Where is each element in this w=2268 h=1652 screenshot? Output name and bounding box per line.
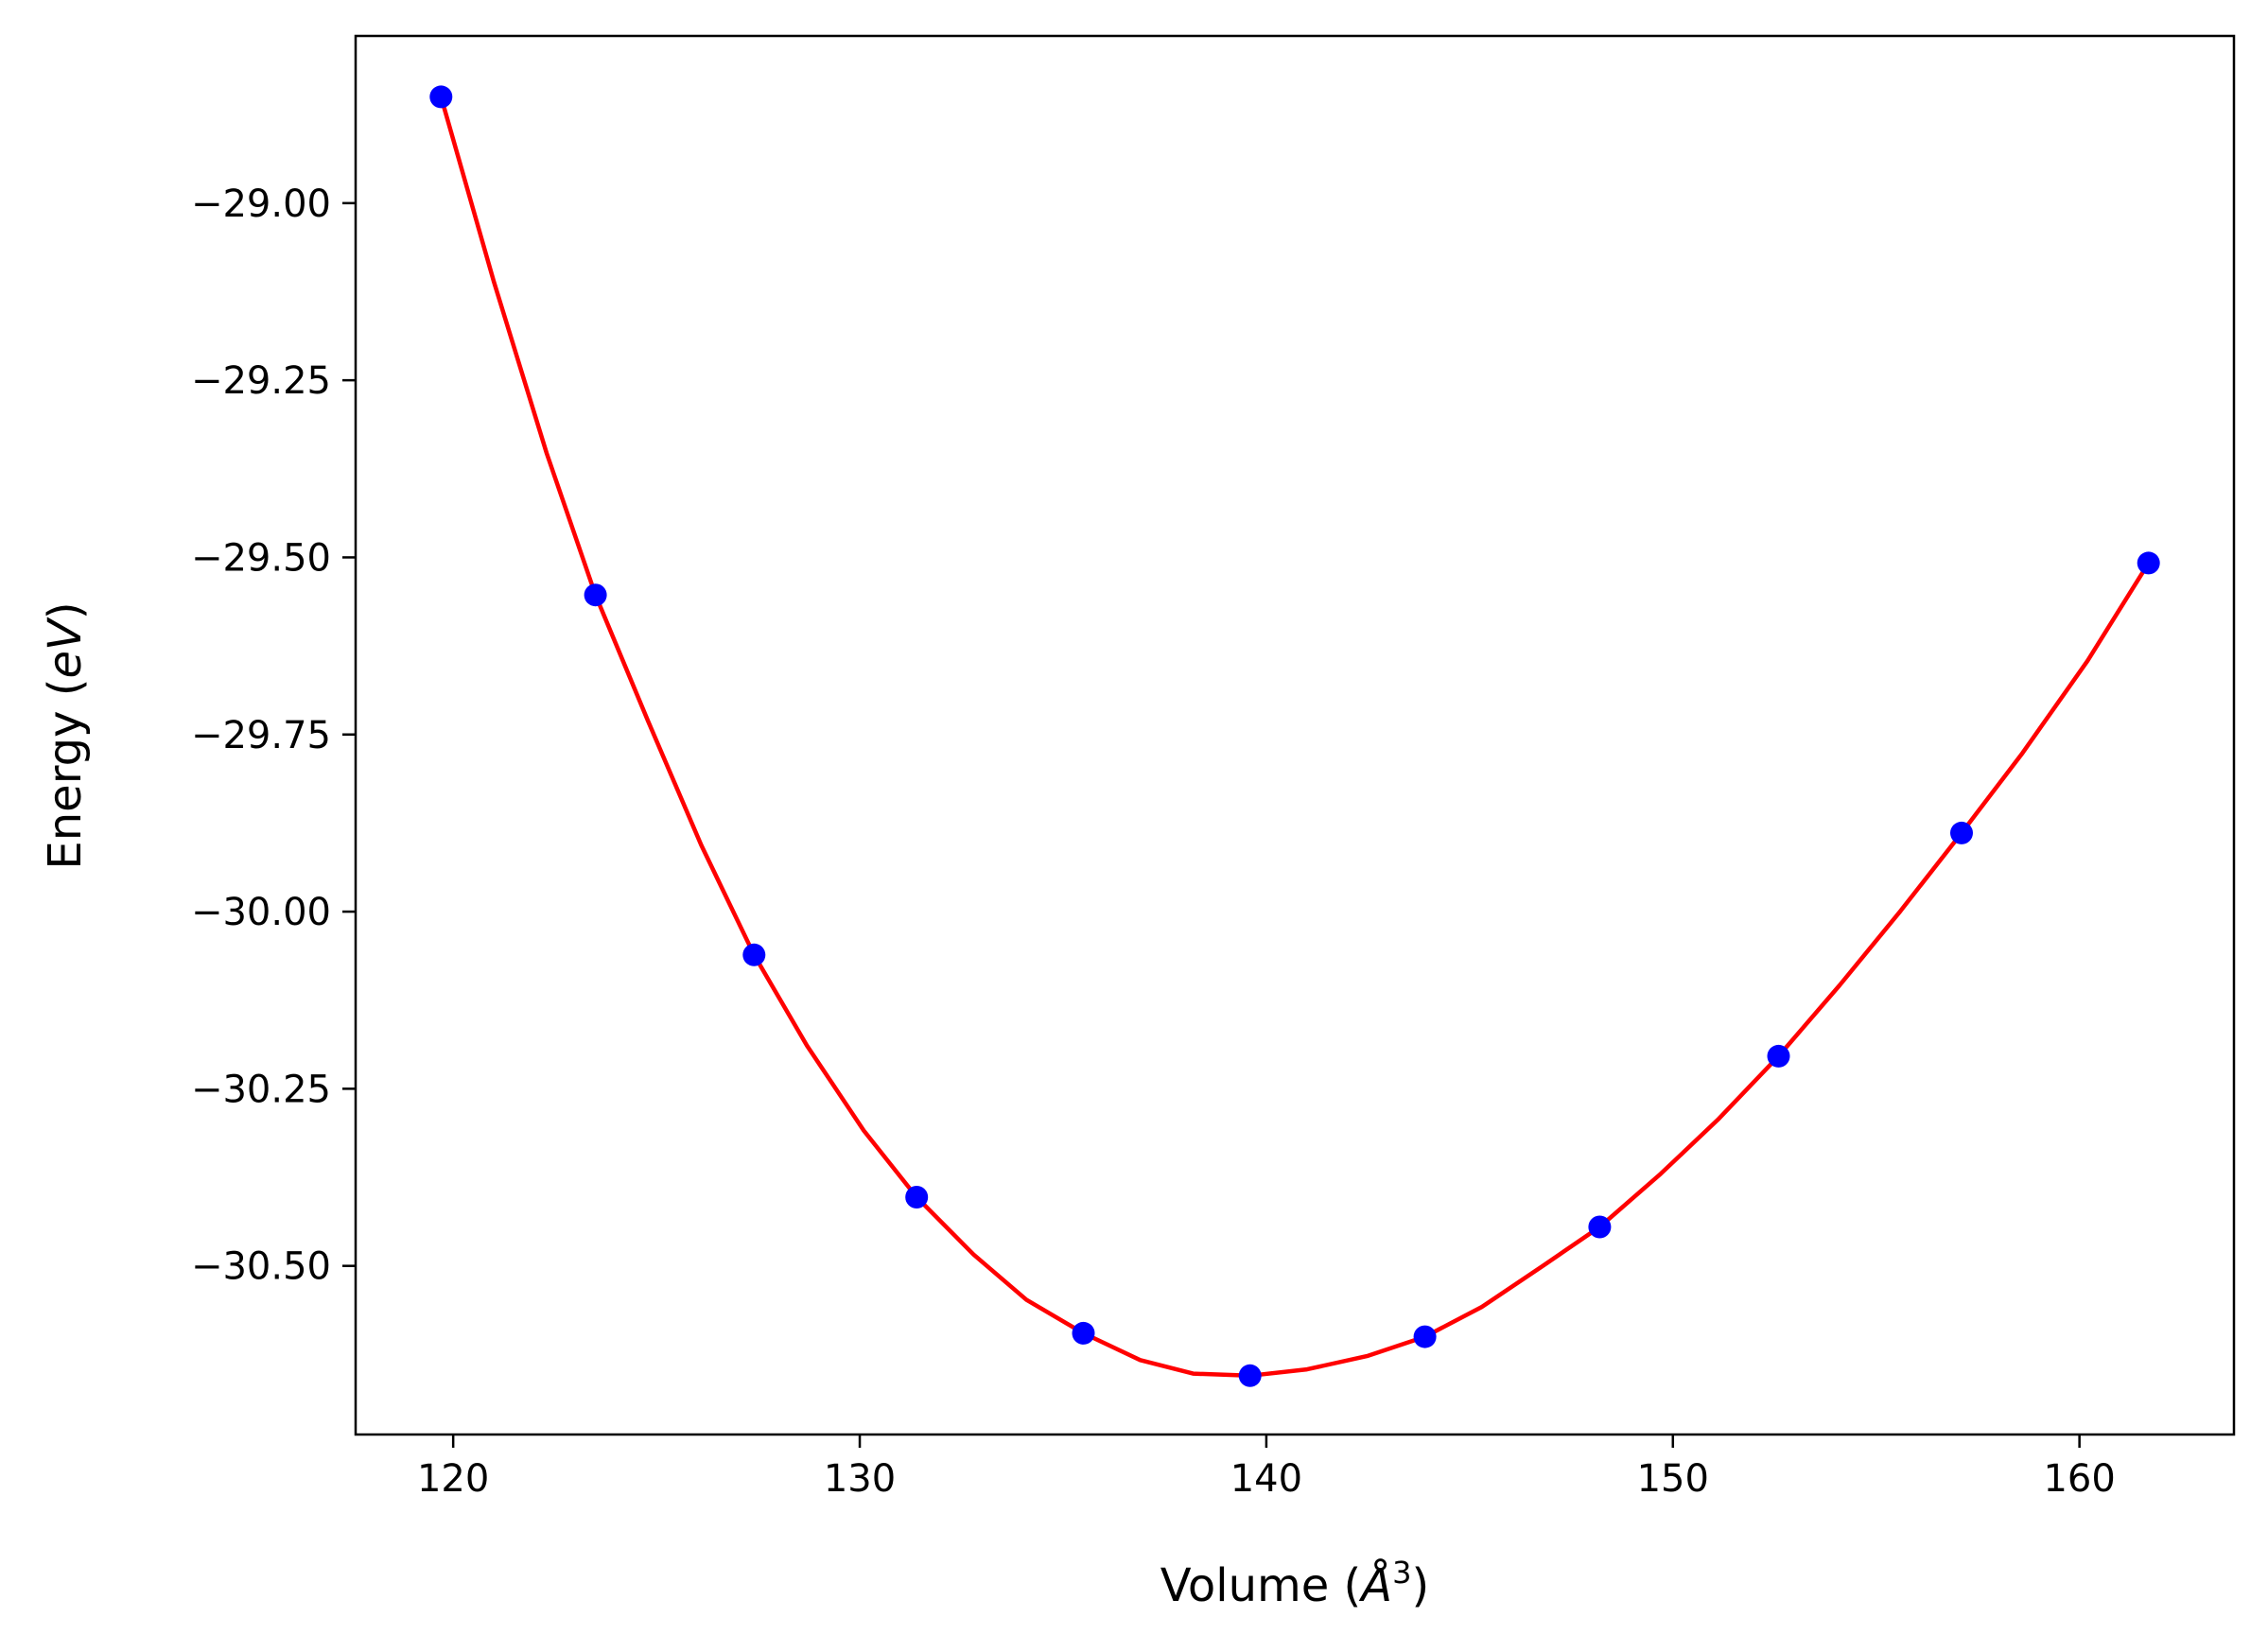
x-axis-label: Volume (Å3) (1160, 1555, 1429, 1612)
data-point-4 (905, 1186, 929, 1209)
data-point-5 (1072, 1321, 1095, 1345)
x-tick-label-130: 130 (824, 1457, 896, 1501)
y-axis-label-prefix: Energy ( (39, 679, 92, 870)
x-tick-label-120: 120 (417, 1457, 489, 1501)
data-point-7 (1413, 1325, 1437, 1348)
data-point-2 (584, 583, 607, 607)
data-point-11 (2137, 551, 2160, 575)
y-axis-label-unit: eV (39, 617, 92, 679)
y-axis-ticks: −29.00 −29.25 −29.50 −29.75 −30.00 −30.25 −30.… (191, 183, 356, 1289)
y-tick-label: −29.00 (191, 183, 331, 226)
data-point-6 (1238, 1364, 1262, 1387)
x-axis-label-suffix: ) (1411, 1559, 1429, 1612)
data-point-8 (1588, 1215, 1612, 1239)
y-axis-label-suffix: ) (39, 601, 92, 619)
y-tick-label: −30.25 (191, 1068, 331, 1111)
y-tick-label: −30.00 (191, 891, 331, 934)
x-axis-label-exponent: 3 (1392, 1555, 1411, 1591)
y-tick-label: −29.25 (191, 359, 331, 403)
fit-curve-line (439, 95, 2151, 1379)
x-axis-ticks: 120 130 140 150 160 (417, 1435, 2116, 1501)
x-tick-label-150: 150 (1637, 1457, 1709, 1501)
data-point-10 (1950, 821, 1973, 844)
y-tick-label: −30.50 (191, 1245, 331, 1289)
data-point-1 (429, 85, 453, 109)
y-tick-label: −29.75 (191, 714, 331, 757)
data-points-layer (429, 85, 2160, 1387)
x-tick-label-160: 160 (2043, 1457, 2115, 1501)
x-axis-label-unit: Å (1358, 1558, 1392, 1612)
plot-frame (354, 34, 2236, 1436)
fit-curve-layer (439, 95, 2151, 1379)
data-point-3 (742, 943, 766, 966)
y-axis-label: Energy (eV) (39, 601, 92, 869)
x-axis-label-prefix: Volume ( (1160, 1559, 1362, 1612)
y-tick-label: −29.50 (191, 536, 331, 580)
data-point-9 (1767, 1044, 1790, 1068)
x-tick-label-140: 140 (1230, 1457, 1302, 1501)
